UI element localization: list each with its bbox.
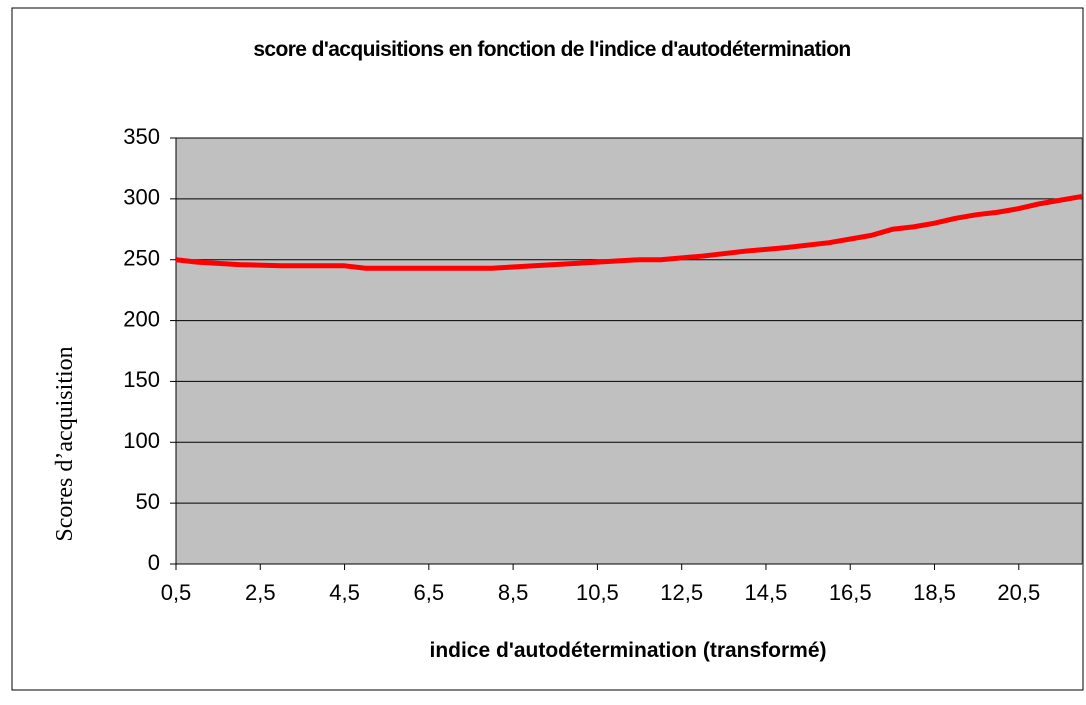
x-axis-label: indice d'autodétermination (transformé) (429, 639, 826, 662)
x-tick-label: 10,5 (576, 580, 619, 605)
x-tick-label: 12,5 (660, 580, 703, 605)
plot-area (175, 137, 1083, 565)
x-tick-label: 18,5 (913, 580, 956, 605)
chart-title: score d'acquisitions en fonction de l'in… (253, 38, 850, 61)
x-tick-label: 20,5 (997, 580, 1040, 605)
y-tick-label: 200 (123, 306, 160, 331)
y-tick-label: 100 (123, 428, 160, 453)
y-tick-label: 250 (123, 246, 160, 271)
y-tick-label: 0 (148, 550, 160, 575)
y-tick-label: 50 (136, 489, 160, 514)
y-axis-label: Scores d’acquisition (52, 346, 78, 541)
x-tick-label: 6,5 (414, 580, 445, 605)
y-tick-label: 300 (123, 185, 160, 210)
x-tick-label: 0,5 (161, 580, 192, 605)
x-tick-label: 8,5 (498, 580, 529, 605)
x-tick-label: 16,5 (829, 580, 872, 605)
x-tick-label: 4,5 (329, 580, 360, 605)
y-tick-label: 150 (123, 367, 160, 392)
y-tick-label: 350 (123, 124, 160, 149)
x-tick-label: 2,5 (245, 580, 276, 605)
line-series (175, 193, 1083, 271)
x-tick-label: 14,5 (745, 580, 788, 605)
